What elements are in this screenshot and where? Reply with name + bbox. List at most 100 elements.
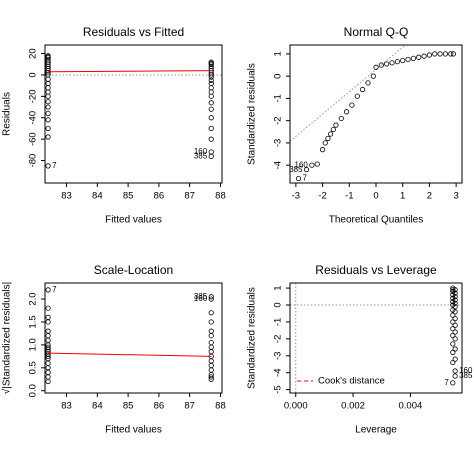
y-tick-label: -2	[273, 116, 284, 124]
point	[448, 51, 454, 57]
point	[452, 356, 458, 362]
point	[208, 358, 214, 364]
point	[45, 163, 51, 169]
point	[208, 136, 214, 142]
y-tick-label: -3	[273, 352, 284, 360]
y-tick-label: 1	[273, 51, 284, 56]
point	[452, 336, 458, 342]
y-tick-label: -20	[28, 89, 39, 103]
point	[208, 310, 214, 316]
point	[322, 140, 328, 146]
point-label: 160	[295, 160, 309, 169]
point	[208, 115, 214, 121]
x-axis-label: Leverage	[355, 425, 397, 436]
point	[45, 110, 51, 117]
y-tick-label: 0	[273, 302, 284, 307]
x-tick-label: 83	[61, 401, 72, 412]
point	[45, 134, 51, 140]
point	[208, 153, 214, 159]
y-tick-label: -3	[273, 139, 284, 147]
point	[330, 126, 336, 133]
point	[208, 125, 214, 132]
point	[416, 54, 422, 60]
point-label: 160	[194, 294, 208, 303]
point	[303, 167, 310, 173]
x-tick-label: -3	[292, 191, 300, 202]
point-label: 7	[52, 285, 57, 294]
point-label: 385	[194, 292, 208, 301]
point	[45, 360, 51, 366]
y-tick-label: -40	[28, 111, 39, 125]
point	[45, 93, 51, 99]
point	[208, 72, 214, 78]
x-tick-label: 85	[123, 191, 134, 202]
point-label: 7	[444, 378, 449, 387]
point	[208, 106, 214, 112]
y-tick-label: 0	[273, 74, 284, 79]
plot-frame	[44, 44, 223, 184]
x-tick-label: 0.002	[341, 401, 365, 412]
x-tick-label: 84	[92, 401, 103, 412]
x-tick-label: -1	[345, 191, 353, 202]
point-label: 385	[289, 165, 303, 174]
point	[208, 77, 214, 83]
y-axis-label: Standardized residuals	[247, 287, 258, 389]
point	[421, 53, 427, 59]
point	[426, 52, 433, 58]
x-tick-label: 84	[92, 191, 103, 202]
point	[373, 64, 379, 70]
x-tick-label: -2	[318, 191, 326, 202]
x-tick-label: 87	[184, 191, 195, 202]
y-axis-label: √|Standardized residuals|	[1, 282, 13, 394]
y-tick-label: -60	[28, 132, 39, 146]
x-tick-label: 0	[373, 191, 378, 202]
point	[45, 104, 51, 110]
point	[208, 344, 214, 350]
point-label: 160	[194, 147, 208, 156]
point	[450, 51, 457, 57]
point	[45, 287, 51, 293]
point	[45, 337, 51, 343]
point	[452, 300, 458, 306]
point	[45, 125, 51, 132]
y-tick-label: -2	[273, 335, 284, 343]
point	[45, 305, 51, 311]
y-tick-label: 20	[28, 48, 39, 59]
point	[365, 80, 371, 86]
point	[410, 55, 416, 61]
point	[208, 374, 214, 380]
y-tick-label: 0	[28, 72, 39, 77]
point	[208, 367, 214, 373]
smooth-line	[48, 70, 212, 73]
point	[360, 86, 366, 93]
plot-frame	[289, 282, 463, 394]
x-tick-label: 1	[400, 191, 405, 202]
x-tick-label: 88	[215, 191, 226, 202]
point	[452, 373, 458, 379]
y-tick-label: -1	[273, 318, 284, 326]
point	[344, 109, 350, 115]
point	[354, 93, 360, 99]
point	[208, 85, 214, 91]
y-axis-label: Residuals	[2, 92, 13, 136]
point	[309, 162, 315, 168]
point	[45, 353, 51, 359]
chart-title: Residuals vs Leverage	[315, 263, 437, 277]
point	[208, 294, 214, 300]
x-tick-label: 3	[453, 191, 458, 202]
point	[405, 56, 411, 63]
point	[45, 76, 51, 82]
point	[333, 122, 339, 128]
x-tick-label: 86	[154, 191, 165, 202]
x-axis-label: Fitted values	[105, 425, 162, 436]
plot-frame	[44, 282, 223, 394]
point	[45, 333, 51, 339]
point	[45, 374, 51, 380]
point	[442, 51, 449, 57]
y-tick-label: 0.5	[28, 361, 39, 374]
point	[208, 80, 214, 87]
point	[45, 369, 51, 375]
point	[45, 314, 51, 320]
point	[45, 85, 51, 91]
point	[349, 102, 355, 108]
